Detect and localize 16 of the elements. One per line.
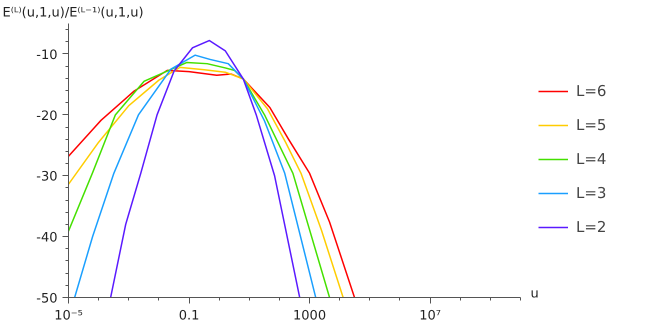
legend-label: L=2 bbox=[576, 218, 606, 236]
legend-label: L=4 bbox=[576, 150, 606, 168]
x-axis-title: u bbox=[530, 286, 539, 302]
y-tick-label: -10 bbox=[36, 48, 58, 63]
y-tick-label: -30 bbox=[36, 170, 58, 185]
x-tick-label: 0.1 bbox=[178, 308, 200, 324]
y-axis-title: E⁽ᴸ⁾(u,1,u)/E⁽ᴸ⁻¹⁾(u,1,u) bbox=[2, 6, 144, 20]
y-tick-label: -50 bbox=[36, 292, 58, 306]
legend-label: L=3 bbox=[576, 184, 606, 202]
x-tick-label: 10⁷ bbox=[419, 308, 441, 324]
y-tick-label: -40 bbox=[36, 230, 58, 246]
y-tick-label: -20 bbox=[36, 108, 58, 124]
legend-label: L=6 bbox=[576, 82, 606, 100]
x-tick-label: 1000 bbox=[293, 308, 326, 324]
legend-label: L=5 bbox=[576, 116, 606, 134]
x-tick-label: 10⁻⁵ bbox=[54, 308, 83, 324]
